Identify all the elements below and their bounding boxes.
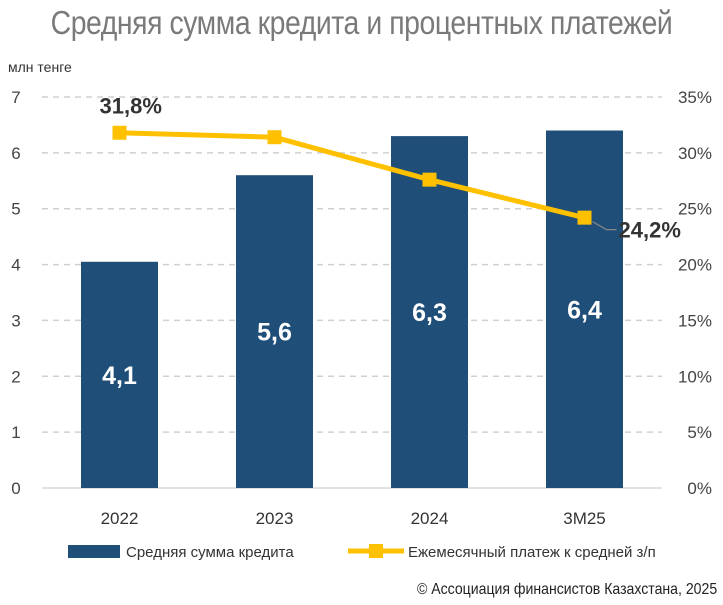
y-tick-label: 7 <box>11 88 20 107</box>
chart-title: Средняя сумма кредита и процентных плате… <box>50 4 673 41</box>
line-marker-2022 <box>112 125 127 140</box>
y-tick-label: 5 <box>11 200 20 219</box>
bar-data-label: 6,4 <box>567 296 602 324</box>
y2-tick-label: 5% <box>687 423 712 442</box>
source-note: © Ассоциация финансистов Казахстана, 202… <box>416 581 717 598</box>
y2-tick-label: 25% <box>678 200 712 219</box>
y2-tick-label: 35% <box>678 88 712 107</box>
bar-data-label: 5,6 <box>257 319 292 347</box>
y-tick-label: 1 <box>11 423 20 442</box>
y2-tick-label: 20% <box>678 256 712 275</box>
legend-label-line: Ежемесячный платеж к средней з/п <box>408 544 656 561</box>
x-tick-label: 3M25 <box>563 509 606 528</box>
legend-swatch-marker <box>369 544 383 558</box>
y-tick-label: 2 <box>11 367 20 386</box>
bar-2024 <box>391 136 468 488</box>
y-tick-label: 4 <box>11 256 20 275</box>
y2-tick-label: 0% <box>687 479 712 498</box>
y2-tick-label: 30% <box>678 144 712 163</box>
line-marker-2023 <box>267 130 282 145</box>
x-tick-label: 2022 <box>101 509 139 528</box>
bar-3M25 <box>546 130 623 488</box>
bar-data-label: 4,1 <box>102 362 137 390</box>
y-unit-label: млн тенге <box>8 59 72 75</box>
line-marker-2024 <box>422 172 437 187</box>
leader-line <box>592 221 617 231</box>
y2-tick-label: 15% <box>678 311 712 330</box>
x-tick-label: 2024 <box>411 509 449 528</box>
line-series <box>119 130 586 221</box>
y-tick-label: 6 <box>11 144 20 163</box>
legend-label-bars: Средняя сумма кредита <box>126 544 294 561</box>
x-tick-label: 2023 <box>256 509 294 528</box>
legend-swatch-bars <box>68 545 120 558</box>
y-tick-label: 0 <box>11 479 20 498</box>
y-tick-label: 3 <box>11 311 20 330</box>
line-data-label: 24,2% <box>619 218 681 243</box>
y2-tick-label: 10% <box>678 367 712 386</box>
bar-data-label: 6,3 <box>412 299 447 327</box>
line-data-label: 31,8% <box>100 94 162 119</box>
chart: млн тенге 0 1 2 3 4 5 6 7 0% 5% 10% 15% 20% 25% 30% 35% 4… <box>8 59 712 561</box>
line-marker-3M25 <box>577 210 592 225</box>
bar-2023 <box>236 175 313 488</box>
bar-2022 <box>81 261 158 488</box>
